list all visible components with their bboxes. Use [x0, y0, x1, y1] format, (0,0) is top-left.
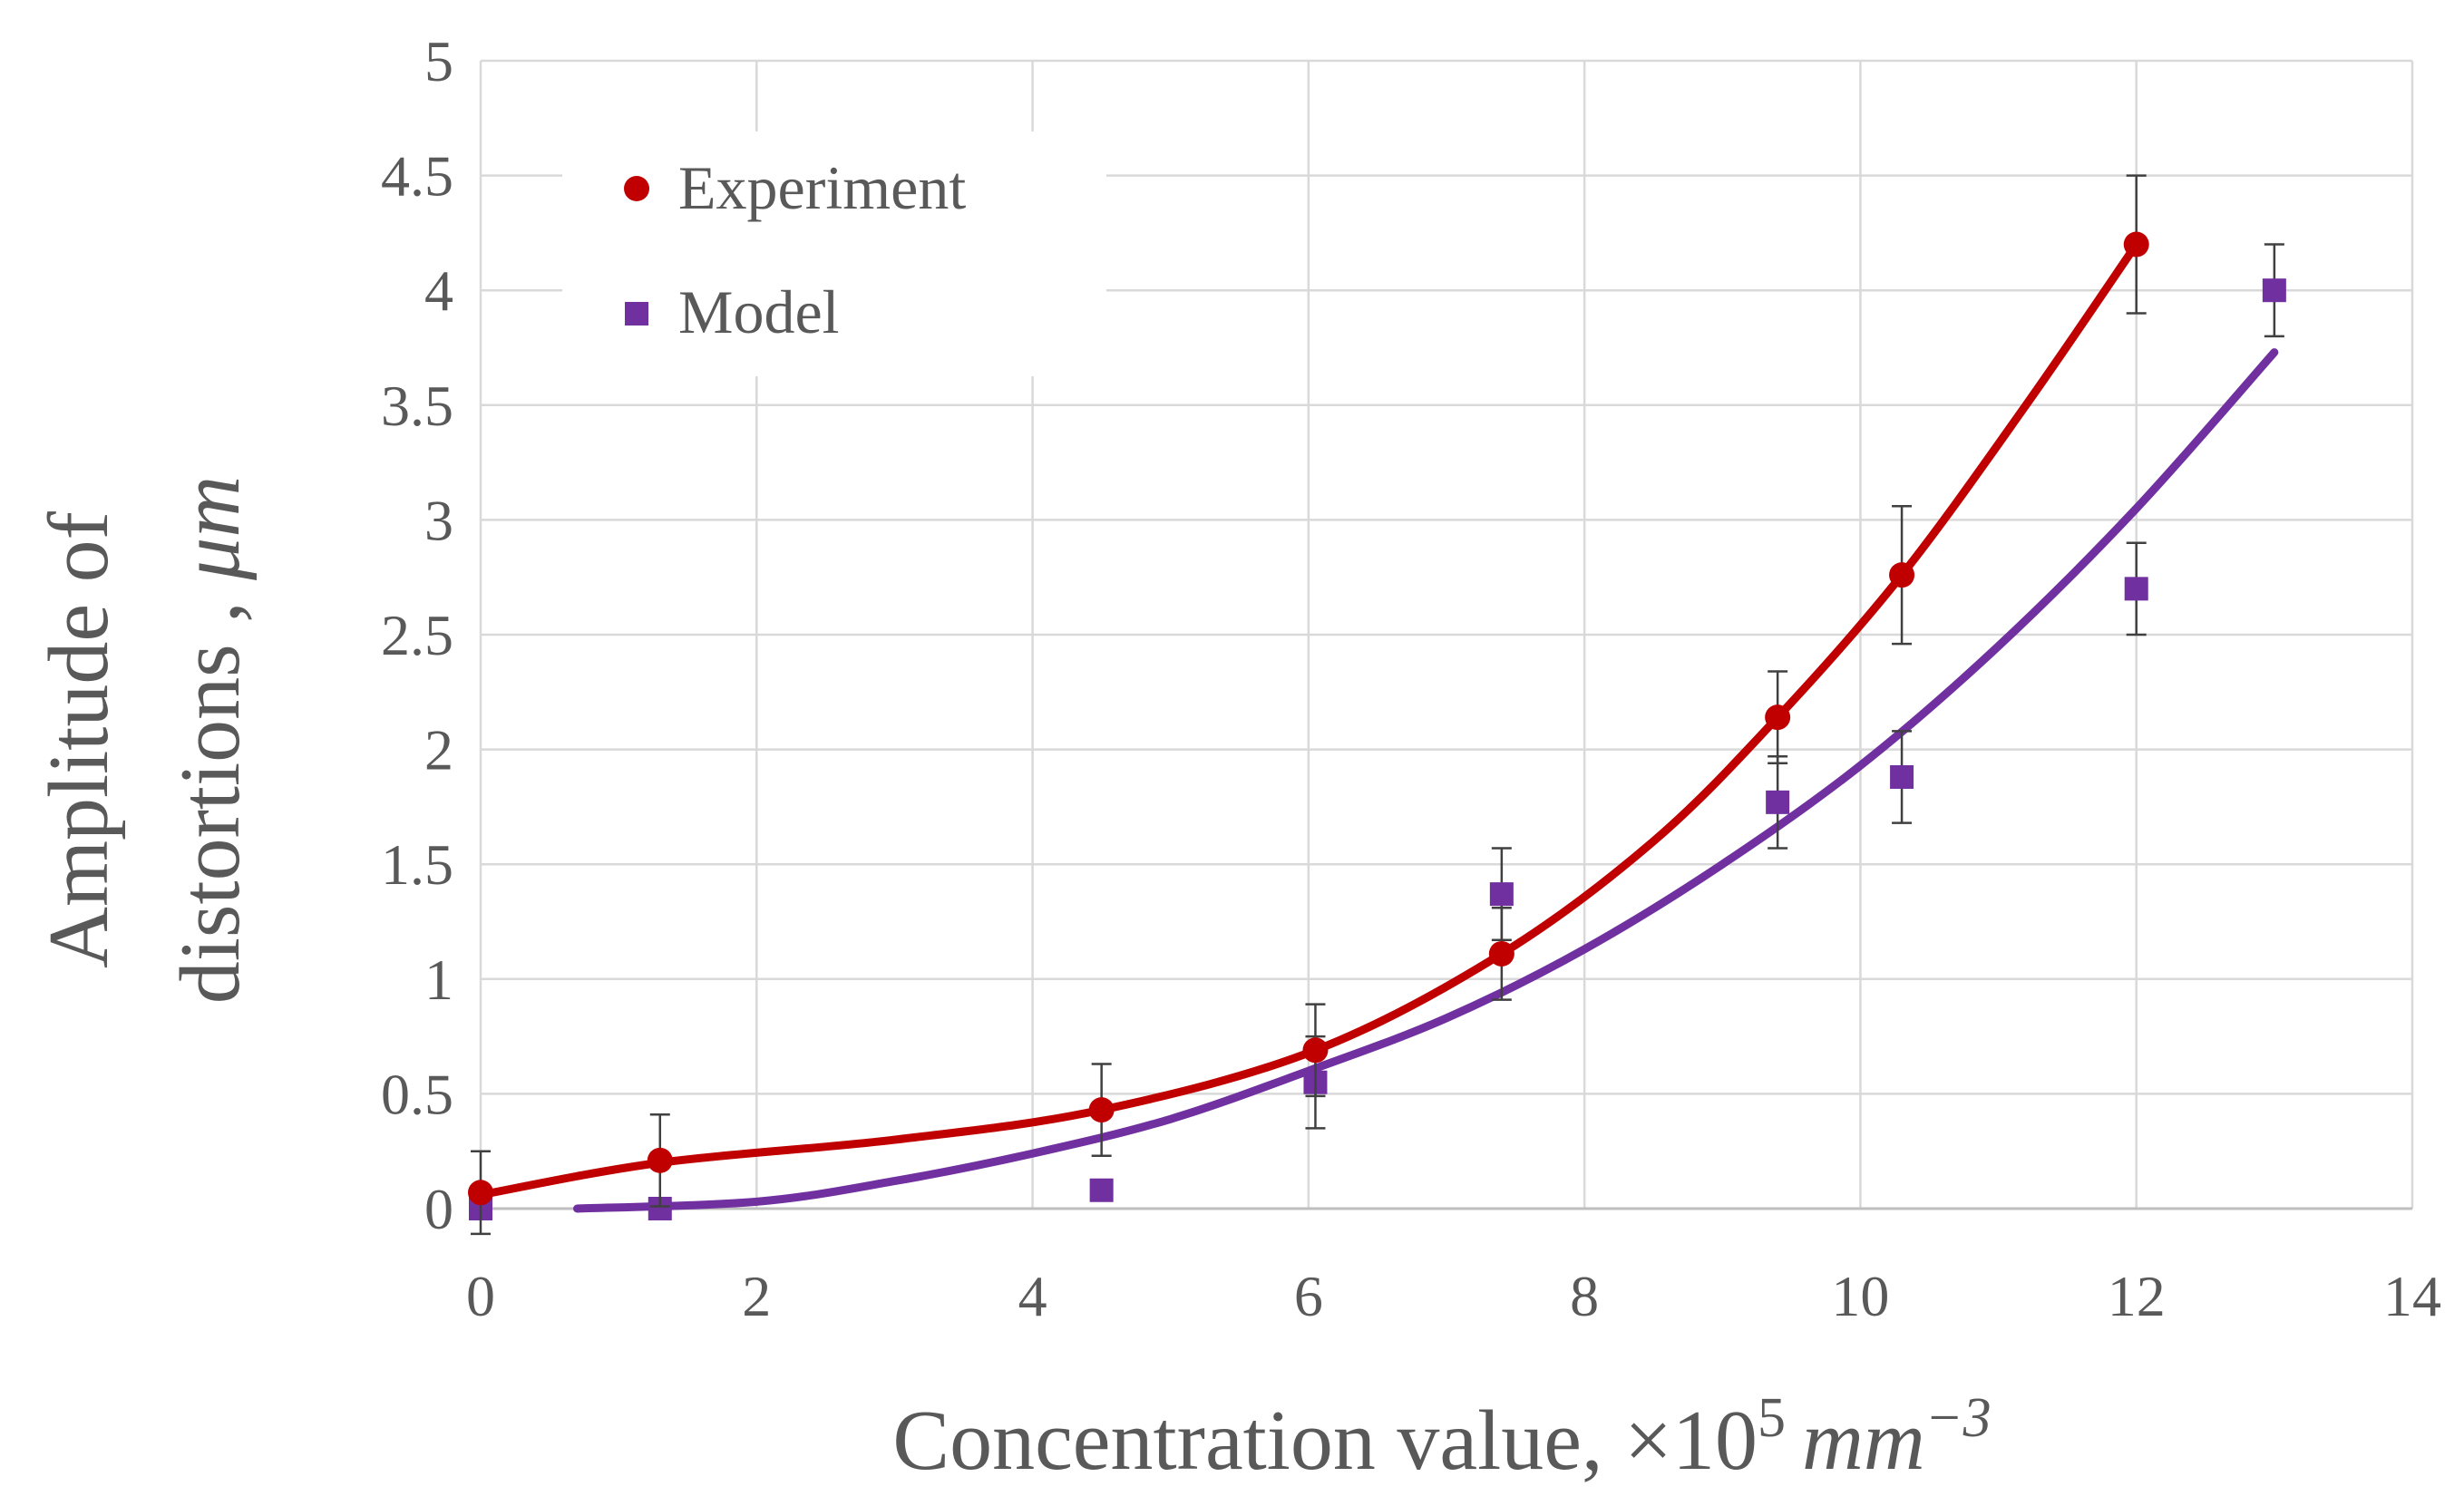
- svg-text:Amplitude of: Amplitude of: [32, 510, 126, 968]
- model-point: [2262, 278, 2286, 303]
- experiment-point: [1302, 1037, 1329, 1064]
- y-tick-label: 5: [424, 29, 453, 93]
- model-point: [1766, 790, 1790, 814]
- series-experiment: [468, 174, 2149, 1236]
- y-tick-label: 0.5: [381, 1062, 453, 1126]
- x-tick-label: 0: [466, 1264, 495, 1328]
- x-tick-label: 8: [1570, 1264, 1599, 1328]
- experiment-point: [468, 1180, 493, 1206]
- y-axis-title-unit: μm: [163, 476, 258, 581]
- tick-labels: 0 0.5 1 1.5 2 2.5 3 3.5 4 4.5 5 0 2 4 6 8 10 12 14: [381, 29, 2441, 1328]
- model-point: [2124, 577, 2148, 601]
- model-trendline: [573, 348, 2279, 1213]
- y-tick-label: 1: [424, 947, 453, 1012]
- y-axis-title: Amplitude of distortions , μm: [32, 476, 258, 1005]
- y-tick-label: 2.5: [381, 603, 453, 667]
- y-tick-label: 4: [424, 258, 453, 323]
- legend-marker-experiment: [624, 176, 649, 201]
- x-tick-label: 6: [1294, 1264, 1323, 1328]
- y-tick-label: 0: [424, 1177, 453, 1241]
- experiment-trendline: [476, 240, 2141, 1200]
- y-axis-title-line2: distortions ,: [163, 580, 258, 1004]
- legend-background: [562, 131, 1106, 376]
- x-tick-label: 4: [1018, 1264, 1047, 1328]
- model-point: [1089, 1178, 1114, 1202]
- x-tick-label: 12: [2108, 1264, 2166, 1328]
- x-tick-label: 2: [742, 1264, 771, 1328]
- legend-label-model: Model: [678, 277, 840, 346]
- axes: [479, 61, 2412, 1210]
- x-axis-title-unit: mm: [1802, 1394, 1925, 1488]
- legend-label-experiment: Experiment: [678, 153, 966, 222]
- x-tick-label: 14: [2383, 1264, 2441, 1328]
- experiment-point: [1488, 940, 1514, 967]
- experiment-point: [1889, 562, 1915, 588]
- legend-marker-model: [625, 302, 648, 325]
- y-tick-label: 2: [424, 718, 453, 782]
- x-axis-title-exponent: 5: [1758, 1387, 1786, 1449]
- series-model: [469, 243, 2286, 1220]
- y-axis-title-line1: Amplitude of: [32, 510, 126, 968]
- series: [468, 174, 2286, 1236]
- x-axis-title-prefix: Concentration value, ×10: [892, 1394, 1758, 1488]
- x-axis-title-unit-exponent: −3: [1925, 1387, 1992, 1449]
- svg-text:distortions , μm: distortions , μm: [163, 476, 258, 1005]
- x-axis-title: Concentration value, ×105 mm−3: [892, 1387, 1991, 1488]
- y-tick-label: 4.5: [381, 144, 453, 209]
- model-point: [1890, 764, 1914, 789]
- experiment-point: [2123, 231, 2149, 257]
- experiment-point: [1765, 704, 1791, 731]
- y-tick-label: 3: [424, 488, 453, 552]
- experiment-point: [1088, 1097, 1115, 1123]
- experiment-point: [647, 1147, 673, 1173]
- model-point: [1489, 882, 1514, 907]
- y-tick-label: 3.5: [381, 374, 453, 438]
- x-tick-label: 10: [1831, 1264, 1889, 1328]
- legend: Experiment Model: [562, 131, 1106, 376]
- y-tick-label: 1.5: [381, 832, 453, 897]
